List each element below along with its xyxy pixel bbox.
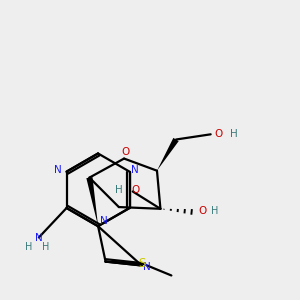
Text: O: O bbox=[214, 129, 222, 139]
Text: O: O bbox=[199, 206, 207, 215]
Text: O: O bbox=[122, 147, 130, 157]
Polygon shape bbox=[86, 177, 98, 226]
Text: S: S bbox=[138, 257, 146, 270]
Text: N: N bbox=[54, 165, 61, 175]
Text: N: N bbox=[131, 165, 139, 175]
Text: H: H bbox=[230, 129, 238, 139]
Text: H: H bbox=[115, 185, 122, 195]
Text: N: N bbox=[100, 216, 108, 226]
Text: N: N bbox=[143, 262, 151, 272]
Text: O: O bbox=[132, 185, 140, 195]
Text: H: H bbox=[211, 206, 218, 215]
Text: H: H bbox=[25, 242, 32, 252]
Text: N: N bbox=[35, 233, 43, 243]
Text: H: H bbox=[42, 242, 50, 252]
Polygon shape bbox=[157, 138, 179, 171]
